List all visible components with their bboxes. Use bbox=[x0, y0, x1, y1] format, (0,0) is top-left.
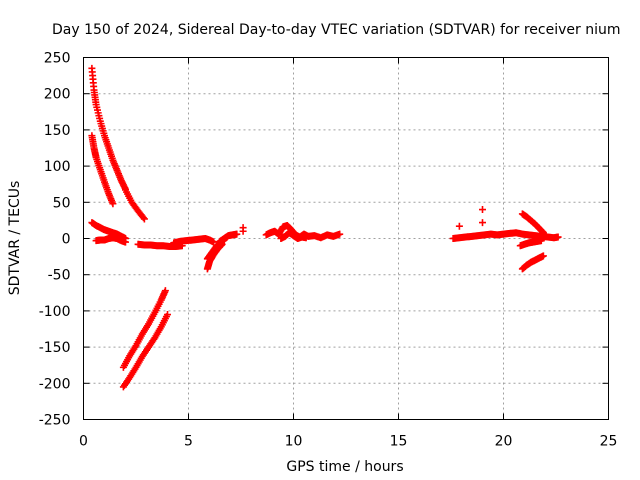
series-isolated-a bbox=[239, 224, 247, 235]
x-tick-label: 5 bbox=[184, 434, 193, 450]
x-tick-label: 20 bbox=[495, 434, 513, 450]
series-arc-e bbox=[92, 234, 129, 246]
series-arc-a bbox=[88, 64, 129, 193]
series-arc-f bbox=[134, 240, 186, 250]
data-point bbox=[122, 238, 129, 246]
series-arc-r bbox=[516, 237, 545, 250]
y-tick-label: 0 bbox=[62, 232, 71, 248]
y-tick-label: 200 bbox=[44, 87, 71, 103]
data-point bbox=[239, 224, 247, 232]
series-arc-g bbox=[119, 287, 169, 371]
series-isolated-b bbox=[455, 206, 486, 230]
x-tick-label: 0 bbox=[79, 434, 88, 450]
data-point bbox=[539, 229, 547, 237]
series-arc-i bbox=[170, 235, 218, 247]
x-tick-labels: 0 5 10 15 20 25 bbox=[79, 434, 617, 450]
data-point bbox=[140, 215, 148, 223]
chart-title: Day 150 of 2024, Sidereal Day-to-day VTE… bbox=[52, 22, 621, 38]
data-points bbox=[88, 64, 562, 391]
data-point bbox=[302, 234, 310, 242]
y-tick-label: -100 bbox=[39, 304, 71, 320]
y-axis-label: SDTVAR / TECUs bbox=[7, 181, 23, 296]
y-tick-label: 50 bbox=[53, 195, 71, 211]
data-point bbox=[233, 230, 241, 238]
y-tick-label: -50 bbox=[48, 268, 71, 284]
y-tick-label: 250 bbox=[44, 51, 71, 67]
data-point bbox=[210, 238, 218, 246]
data-point bbox=[109, 200, 117, 208]
y-tick-label: 100 bbox=[44, 159, 71, 175]
data-point bbox=[336, 230, 344, 238]
series-arc-l bbox=[216, 230, 241, 245]
series-arc-p bbox=[518, 210, 547, 237]
y-tick-label: -200 bbox=[39, 376, 71, 392]
y-tick-label: -150 bbox=[39, 340, 71, 356]
series-arc-b bbox=[88, 132, 117, 208]
series-arc-h bbox=[119, 311, 171, 391]
x-axis-label: GPS time / hours bbox=[286, 459, 403, 475]
data-point bbox=[537, 237, 545, 245]
data-point bbox=[554, 233, 562, 241]
series-arc-o bbox=[449, 229, 562, 242]
y-tick-label: -250 bbox=[39, 413, 71, 429]
plot-frame bbox=[83, 57, 609, 420]
data-point bbox=[164, 311, 171, 319]
series-arc-m bbox=[262, 221, 344, 242]
y-tick-label: 150 bbox=[44, 123, 71, 139]
series-arc-q bbox=[518, 252, 547, 273]
data-point bbox=[139, 214, 147, 222]
data-point bbox=[161, 287, 169, 295]
series-arc-n bbox=[277, 229, 310, 242]
y-tick-labels: 250 200 150 100 50 0 -50 -100 -150 -200 -250 bbox=[39, 51, 71, 429]
x-tick-label: 15 bbox=[390, 434, 408, 450]
data-point bbox=[539, 252, 547, 260]
data-point bbox=[479, 219, 486, 227]
x-tick-label: 10 bbox=[285, 434, 303, 450]
data-point bbox=[455, 222, 463, 230]
data-point bbox=[479, 206, 486, 214]
series-arc-c bbox=[122, 186, 148, 223]
x-tick-label: 25 bbox=[600, 434, 618, 450]
